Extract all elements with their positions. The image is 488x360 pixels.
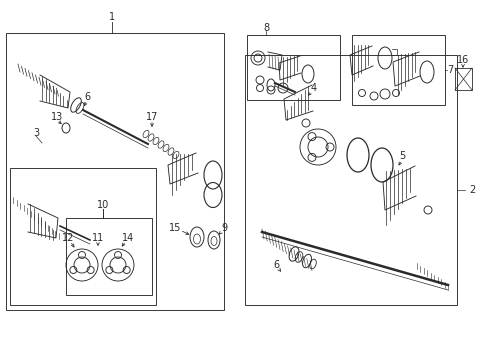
- Text: 13: 13: [51, 112, 63, 122]
- Text: 4: 4: [310, 83, 316, 93]
- Text: 7: 7: [446, 65, 452, 75]
- Text: 9: 9: [221, 223, 226, 233]
- Text: 6: 6: [272, 260, 279, 270]
- Bar: [246, 35, 339, 100]
- Text: 17: 17: [145, 112, 158, 122]
- Text: 16: 16: [456, 55, 468, 65]
- Text: 8: 8: [263, 23, 268, 33]
- Text: 12: 12: [61, 233, 74, 243]
- Text: 2: 2: [468, 185, 474, 195]
- Text: 14: 14: [122, 233, 134, 243]
- Text: 5: 5: [398, 151, 404, 161]
- Bar: [10, 168, 156, 305]
- Text: 10: 10: [97, 200, 109, 210]
- Text: 1: 1: [109, 12, 115, 22]
- Text: 11: 11: [92, 233, 104, 243]
- Bar: [351, 35, 444, 105]
- Bar: [66, 218, 152, 295]
- Bar: [6, 33, 224, 310]
- Text: 15: 15: [168, 223, 181, 233]
- Text: 6: 6: [84, 92, 90, 102]
- Bar: [244, 55, 456, 305]
- Text: 3: 3: [33, 128, 39, 138]
